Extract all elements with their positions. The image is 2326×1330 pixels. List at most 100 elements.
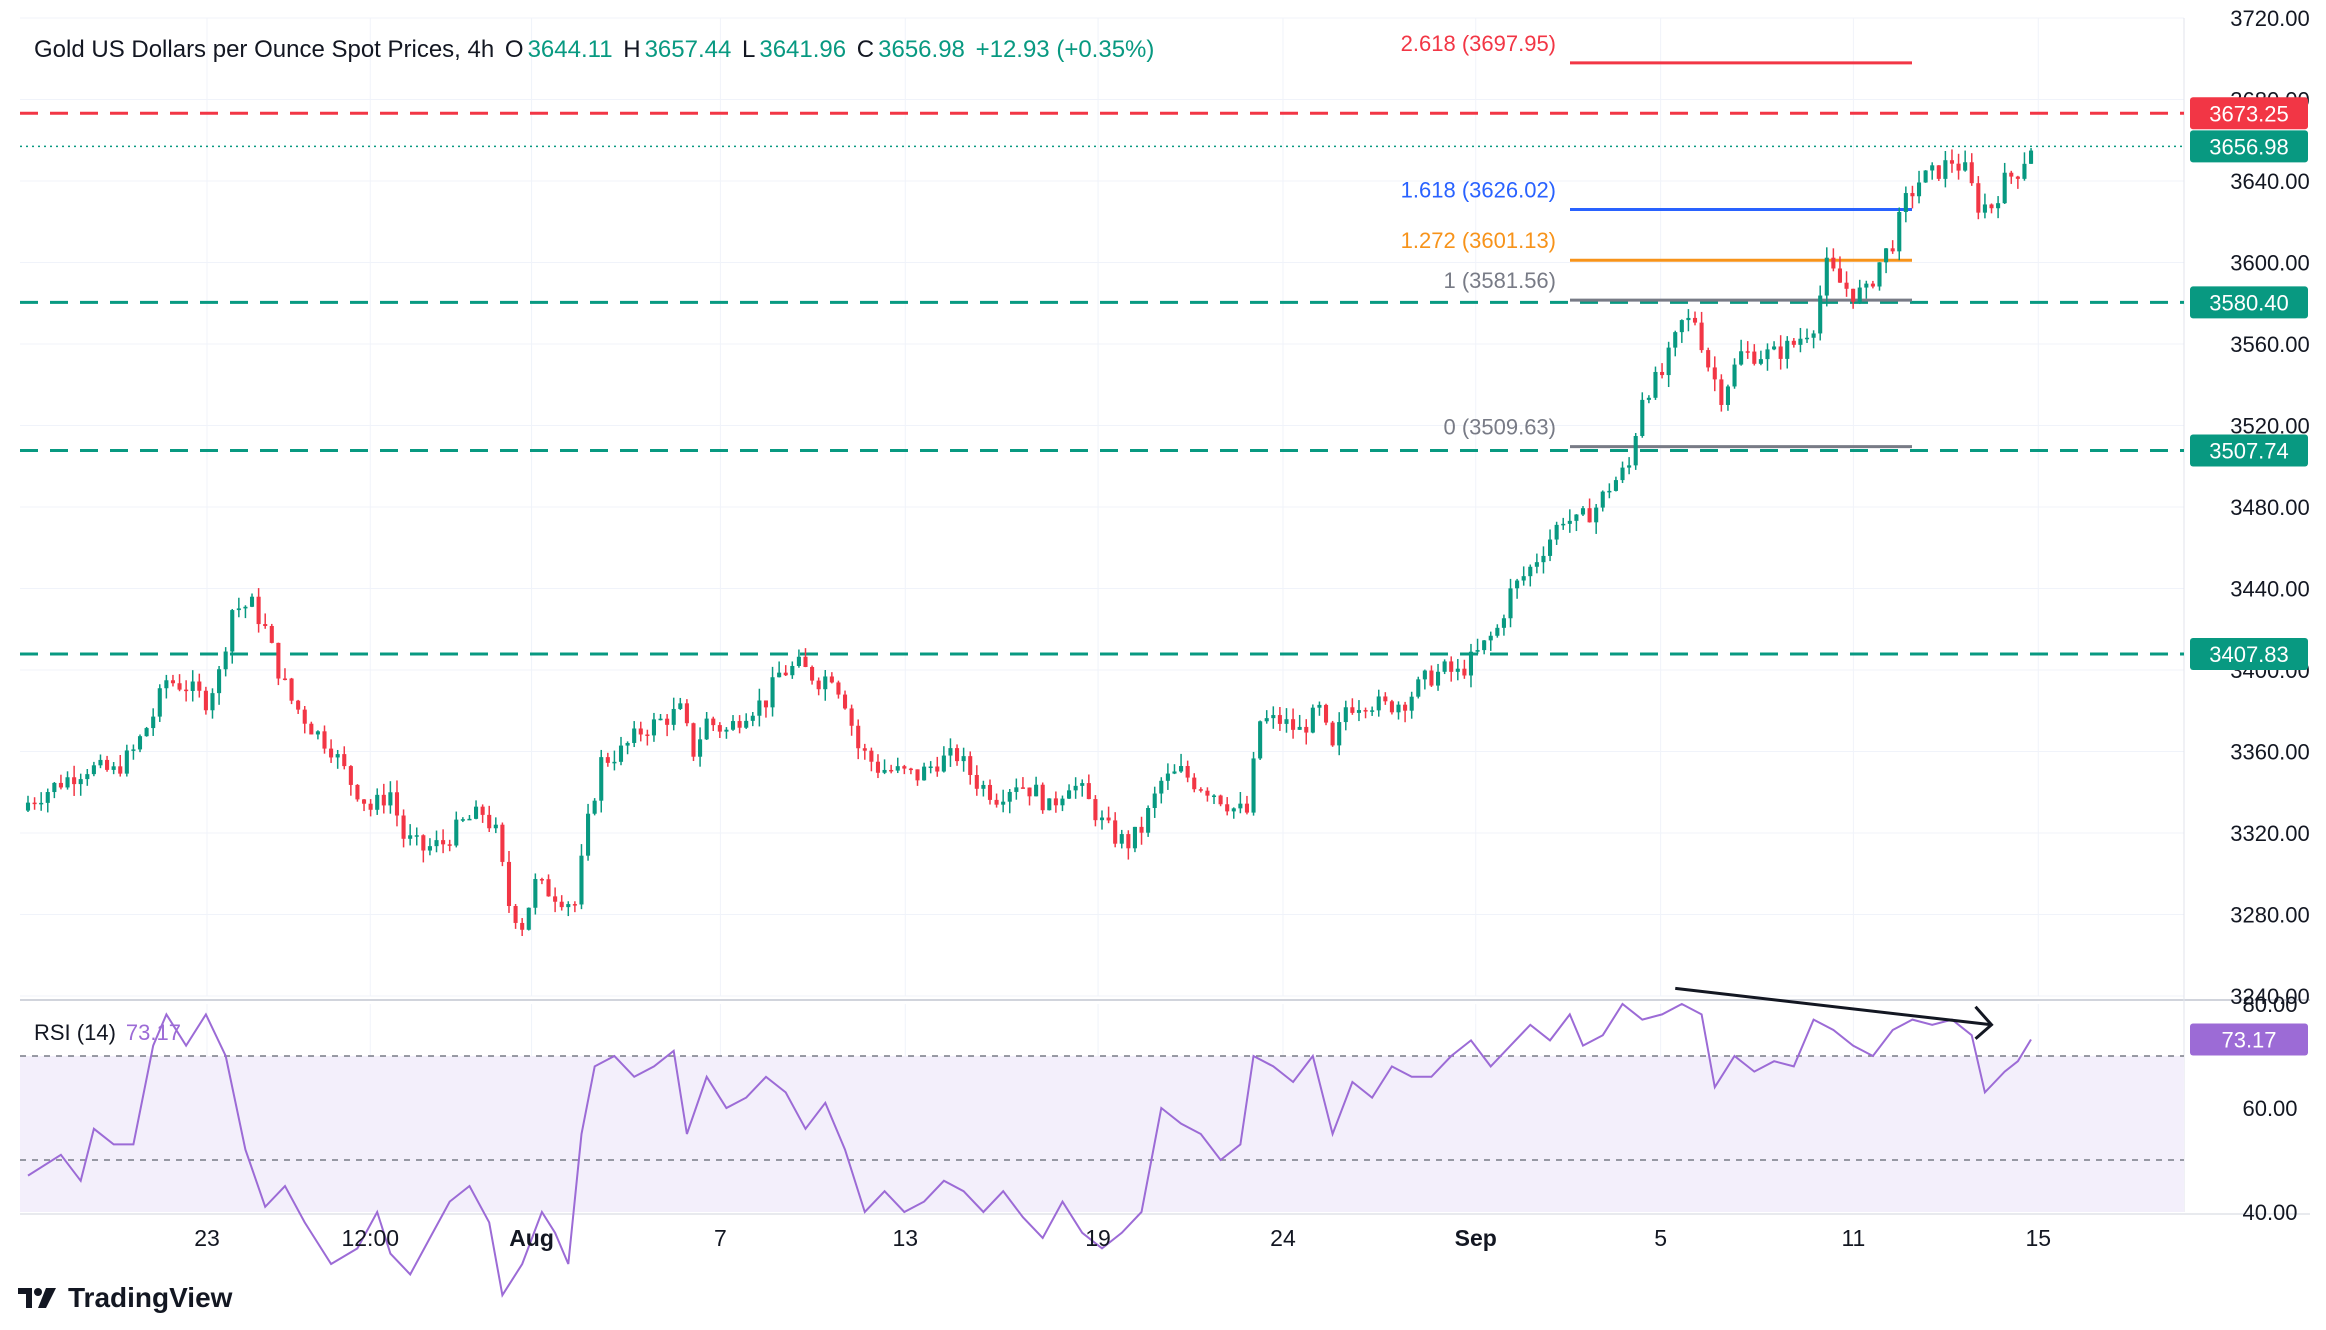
- candle-body: [1370, 710, 1375, 712]
- candle-body: [974, 774, 979, 789]
- candle: [454, 811, 459, 848]
- candle-body: [625, 742, 630, 746]
- candle: [1172, 764, 1177, 775]
- candle: [1851, 288, 1856, 309]
- candle-body: [1699, 322, 1704, 351]
- candle-body: [1047, 798, 1052, 811]
- candle-body: [1442, 661, 1447, 672]
- level-badge: 3673.25: [2209, 101, 2289, 126]
- candle-body: [157, 688, 162, 717]
- candle: [1007, 789, 1012, 814]
- candle-body: [1508, 588, 1513, 619]
- candle-body: [546, 879, 551, 897]
- candle: [1712, 356, 1717, 392]
- candle-body: [111, 766, 116, 770]
- candle-body: [724, 729, 729, 732]
- candle-body: [309, 723, 314, 735]
- time-tick-label: 11: [1841, 1225, 1865, 1251]
- candle-body: [137, 736, 143, 750]
- candle-body: [902, 766, 907, 769]
- candle: [1745, 341, 1750, 359]
- fib-label: 1.272 (3601.13): [1401, 228, 1556, 253]
- candle-body: [1811, 333, 1816, 338]
- candle: [164, 674, 169, 699]
- candle: [1284, 708, 1289, 733]
- candle-body: [1752, 351, 1757, 364]
- candle: [78, 773, 83, 796]
- candle-body: [361, 799, 367, 804]
- candle: [1053, 791, 1058, 813]
- candle: [1692, 311, 1698, 326]
- candle-body: [928, 766, 933, 769]
- candle: [2022, 152, 2027, 181]
- candle: [553, 887, 558, 913]
- candle: [1666, 341, 1671, 388]
- candle-body: [276, 642, 281, 679]
- candle: [691, 722, 696, 762]
- candle: [1916, 170, 1922, 204]
- candle: [987, 779, 993, 805]
- candle: [724, 727, 729, 739]
- candle: [322, 725, 327, 754]
- time-tick-label: 7: [714, 1225, 727, 1251]
- candle-body: [1620, 467, 1625, 481]
- candle-body: [1686, 317, 1691, 321]
- candle: [1343, 700, 1348, 731]
- candle-body: [1851, 288, 1856, 302]
- candle: [625, 741, 630, 755]
- level-badge: 3507.74: [2209, 438, 2289, 463]
- candle-body: [1258, 721, 1263, 759]
- candle-body: [1317, 704, 1322, 708]
- candle: [1482, 640, 1487, 655]
- candle-body: [2002, 172, 2007, 204]
- candle: [1528, 564, 1533, 587]
- candle: [889, 764, 894, 774]
- candle-body: [388, 792, 393, 806]
- candle: [467, 815, 472, 821]
- candle-body: [236, 608, 241, 611]
- candle-body: [948, 748, 953, 756]
- candle: [1534, 553, 1539, 574]
- candle-body: [1660, 371, 1665, 376]
- candle-body: [1989, 204, 1994, 209]
- candle: [1350, 698, 1355, 715]
- candle: [1607, 483, 1612, 499]
- price-tick-label: 3560.00: [2230, 332, 2310, 357]
- candle-body: [52, 782, 57, 793]
- candle-body: [1528, 566, 1533, 577]
- candle-body: [750, 715, 755, 721]
- candle: [1047, 798, 1052, 811]
- candle-body: [1666, 347, 1671, 376]
- candle: [282, 668, 288, 681]
- candle: [1442, 659, 1447, 675]
- candle-body: [1172, 771, 1177, 774]
- candle-body: [638, 728, 643, 735]
- candle-body: [1034, 784, 1039, 797]
- candle: [698, 727, 703, 767]
- open-label: O: [504, 36, 524, 63]
- candle-body: [65, 777, 70, 788]
- fib-label: 1 (3581.56): [1443, 268, 1556, 293]
- candle-body: [1495, 627, 1500, 636]
- candle: [1837, 256, 1843, 283]
- candle-body: [763, 700, 769, 708]
- tradingview-logo[interactable]: TradingView: [18, 1282, 232, 1314]
- rsi-line: [27, 1002, 2032, 1298]
- candle: [579, 844, 584, 910]
- candle-body: [487, 814, 492, 829]
- candle: [1620, 461, 1625, 484]
- candle: [1409, 691, 1414, 719]
- rsi-tick-label: 60.00: [2242, 1096, 2297, 1121]
- candle-body: [1818, 295, 1823, 334]
- candle: [1244, 795, 1249, 815]
- candle-body: [2022, 163, 2027, 179]
- candle-body: [1271, 715, 1276, 719]
- candle: [1739, 339, 1744, 366]
- candle: [1811, 330, 1816, 349]
- candle: [1877, 262, 1882, 291]
- candle: [1541, 546, 1546, 574]
- candle-body: [1706, 350, 1711, 368]
- candle: [1073, 777, 1078, 799]
- candle-body: [1534, 562, 1539, 567]
